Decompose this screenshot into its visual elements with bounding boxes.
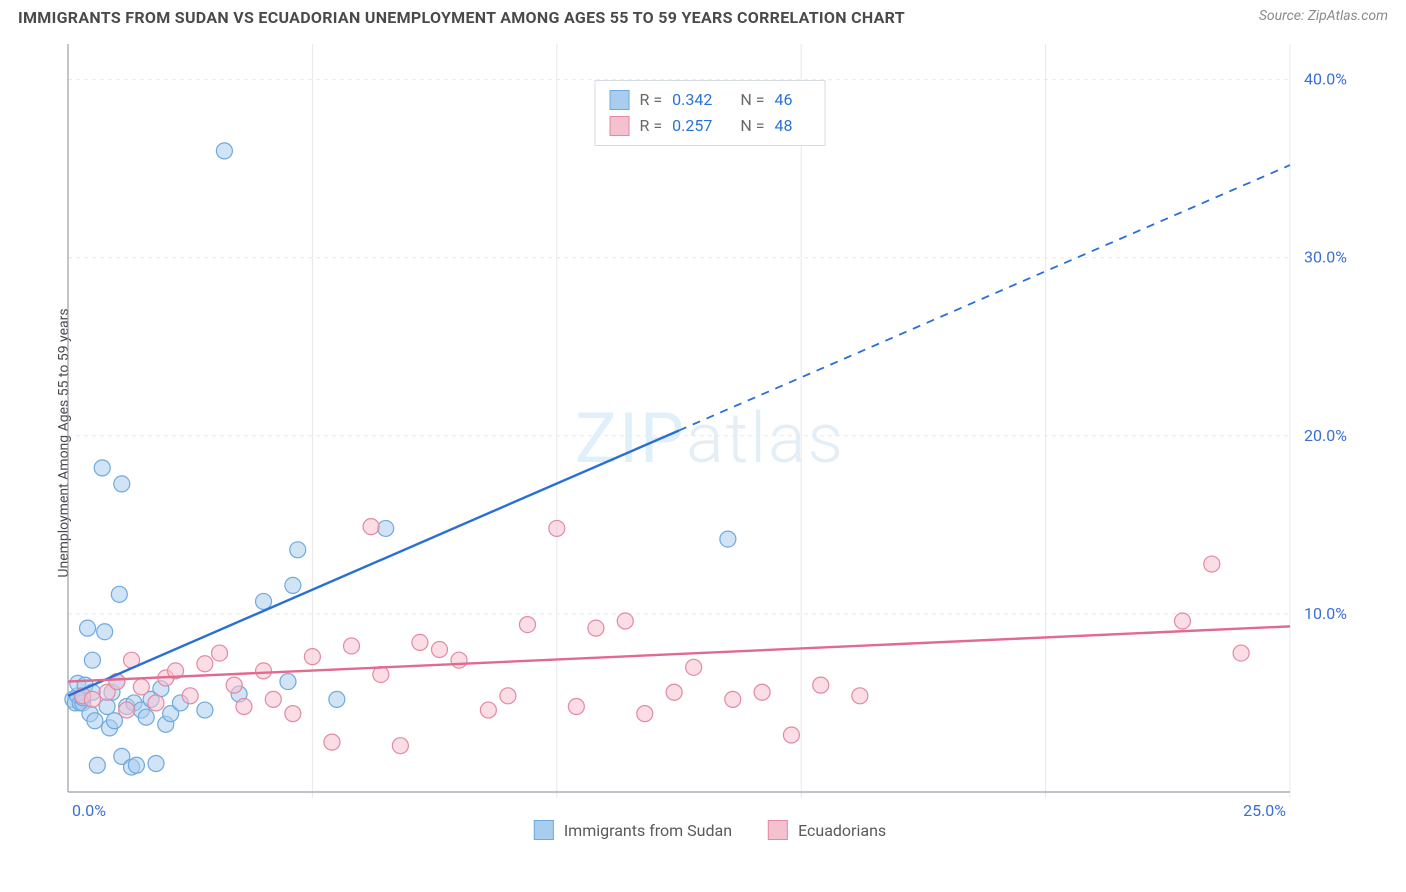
- chart-title: IMMIGRANTS FROM SUDAN VS ECUADORIAN UNEM…: [18, 8, 905, 27]
- swatch-series-2: [610, 116, 630, 136]
- legend-series: Immigrants from Sudan Ecuadorians: [534, 820, 886, 840]
- swatch-series-2b: [768, 820, 788, 840]
- n-value-1: 46: [774, 87, 792, 113]
- swatch-series-1b: [534, 820, 554, 840]
- legend-correlation: R = 0.342 N = 46 R = 0.257 N = 48: [595, 80, 826, 146]
- r-value-2: 0.257: [672, 113, 712, 139]
- svg-text:30.0%: 30.0%: [1304, 248, 1347, 267]
- legend-label-series-1: Immigrants from Sudan: [564, 821, 732, 840]
- n-value-2: 48: [774, 113, 792, 139]
- legend-item-series-2: Ecuadorians: [768, 820, 886, 840]
- legend-row-series-1: R = 0.342 N = 46: [610, 87, 811, 113]
- svg-text:10.0%: 10.0%: [1304, 604, 1347, 623]
- swatch-series-1: [610, 90, 630, 110]
- scatter-plot: 10.0% 20.0% 30.0% 40.0% 0.0% 25.0%: [50, 38, 1370, 848]
- svg-text:20.0%: 20.0%: [1304, 426, 1347, 445]
- legend-item-series-1: Immigrants from Sudan: [534, 820, 732, 840]
- svg-text:0.0%: 0.0%: [72, 801, 106, 820]
- svg-text:40.0%: 40.0%: [1304, 70, 1347, 89]
- r-value-1: 0.342: [672, 87, 712, 113]
- source-credit: Source: ZipAtlas.com: [1259, 8, 1388, 24]
- legend-row-series-2: R = 0.257 N = 48: [610, 113, 811, 139]
- legend-label-series-2: Ecuadorians: [798, 821, 886, 840]
- svg-text:25.0%: 25.0%: [1243, 801, 1286, 820]
